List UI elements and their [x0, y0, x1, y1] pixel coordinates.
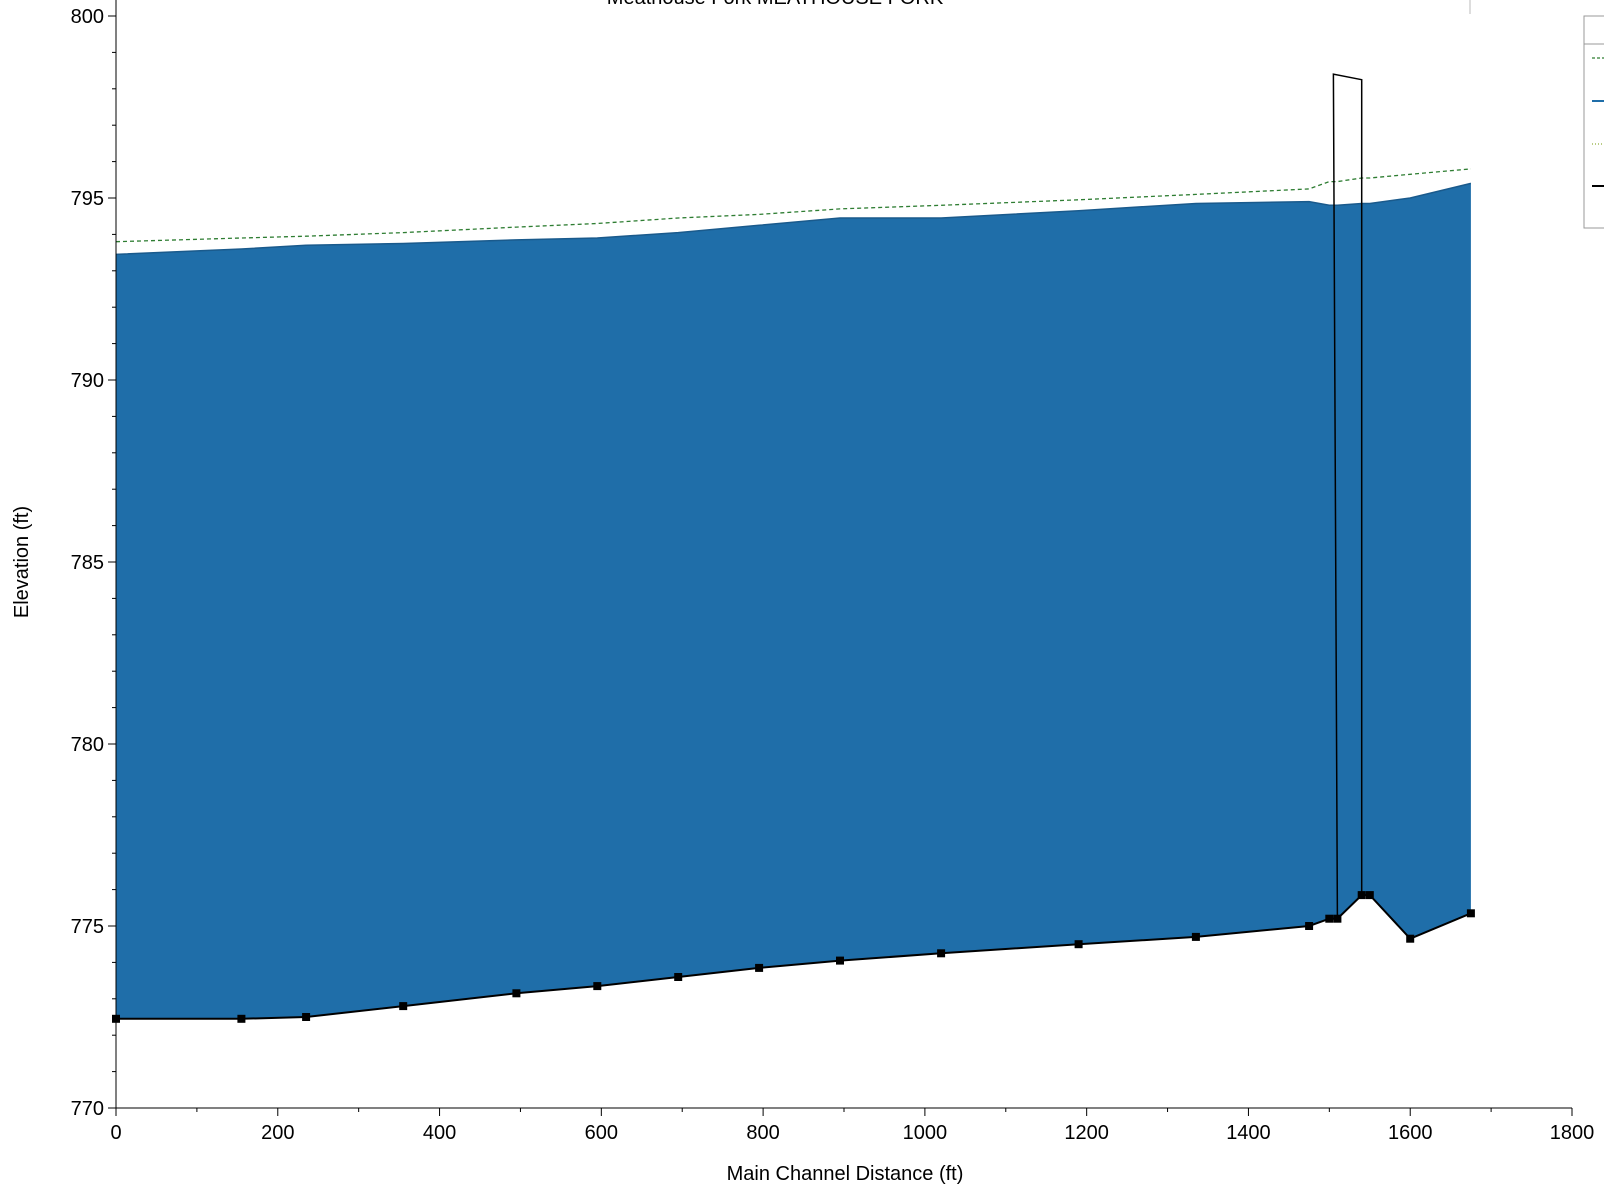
y-tick-label: 800 [71, 6, 104, 28]
y-tick-label: 775 [71, 916, 104, 938]
x-axis-title: Main Channel Distance (ft) [727, 1163, 964, 1185]
ground-point-marker [1406, 934, 1415, 943]
x-tick-label: 0 [110, 1122, 121, 1144]
chart-title: Meathouse Fork MEATHOUSE FORK [607, 0, 944, 9]
ground-point-marker [755, 963, 764, 972]
y-tick-label: 770 [71, 1098, 104, 1120]
x-tick-label: 1400 [1226, 1122, 1271, 1144]
ground-point-marker [1191, 932, 1200, 941]
y-axis-title: Elevation (ft) [11, 506, 33, 618]
ground-point-marker [836, 956, 844, 965]
ground-point-marker [237, 1014, 246, 1023]
ground-point-marker [302, 1013, 311, 1021]
ground-point-marker [1074, 940, 1083, 949]
ground-point-marker [1365, 891, 1374, 900]
ground-point-marker [1305, 922, 1314, 930]
ground-point-marker [937, 949, 946, 958]
legend [1583, 15, 1604, 229]
axes: 0 200 400 600 800 1000 1200 1400 1600 1800 770 775 7… [71, 0, 1595, 1144]
ground-point-marker [1466, 909, 1475, 918]
x-tick-label: 400 [423, 1122, 456, 1144]
y-tick-label: 780 [71, 734, 104, 756]
bridge-outline [1332, 73, 1363, 919]
ground-point-marker [512, 989, 521, 998]
x-tick-label: 1800 [1550, 1122, 1595, 1144]
plot-area [112, 73, 1475, 1023]
legend-box [1583, 15, 1604, 229]
ground-point-marker [399, 1002, 408, 1011]
x-tick-label: 600 [585, 1122, 618, 1144]
ground-point-marker [1325, 914, 1334, 923]
x-tick-label: 1200 [1064, 1122, 1109, 1144]
y-tick-label: 795 [71, 188, 104, 210]
x-tick-label: 1600 [1388, 1122, 1433, 1144]
x-tick-label: 800 [746, 1122, 779, 1144]
ground-point-marker [674, 973, 683, 981]
ground-point-marker [593, 982, 602, 991]
y-tick-label: 790 [71, 370, 104, 392]
x-tick-label: 1000 [903, 1122, 948, 1144]
y-tick-label: 785 [71, 552, 104, 574]
x-tick-label: 200 [261, 1122, 294, 1144]
water-area [116, 183, 1471, 1019]
